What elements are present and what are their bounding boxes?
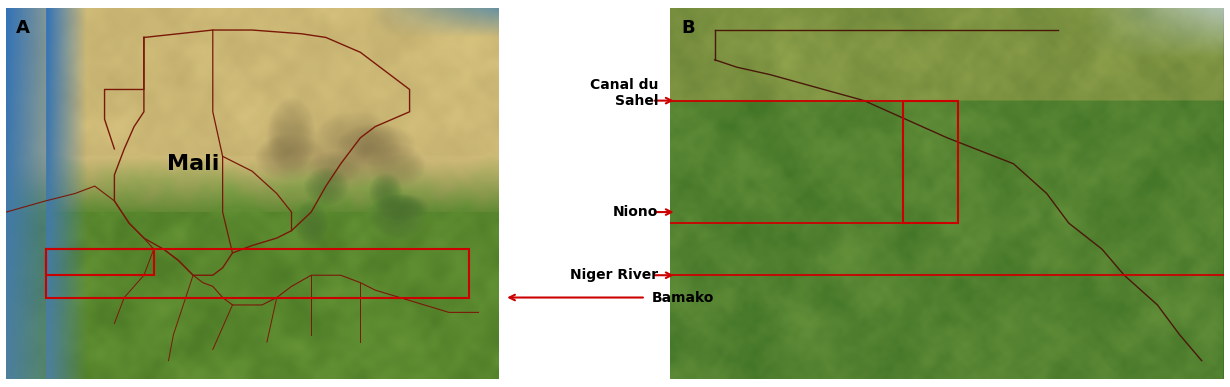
Text: Bamako: Bamako <box>652 291 715 305</box>
Bar <box>903 101 958 223</box>
Bar <box>46 249 469 298</box>
Text: Niono: Niono <box>613 205 658 219</box>
Text: Niger River: Niger River <box>569 268 658 282</box>
Text: B: B <box>681 19 695 37</box>
Text: Canal du
Sahel: Canal du Sahel <box>589 78 658 108</box>
Bar <box>46 249 154 275</box>
Text: Mali: Mali <box>167 154 219 174</box>
Text: A: A <box>16 19 30 37</box>
